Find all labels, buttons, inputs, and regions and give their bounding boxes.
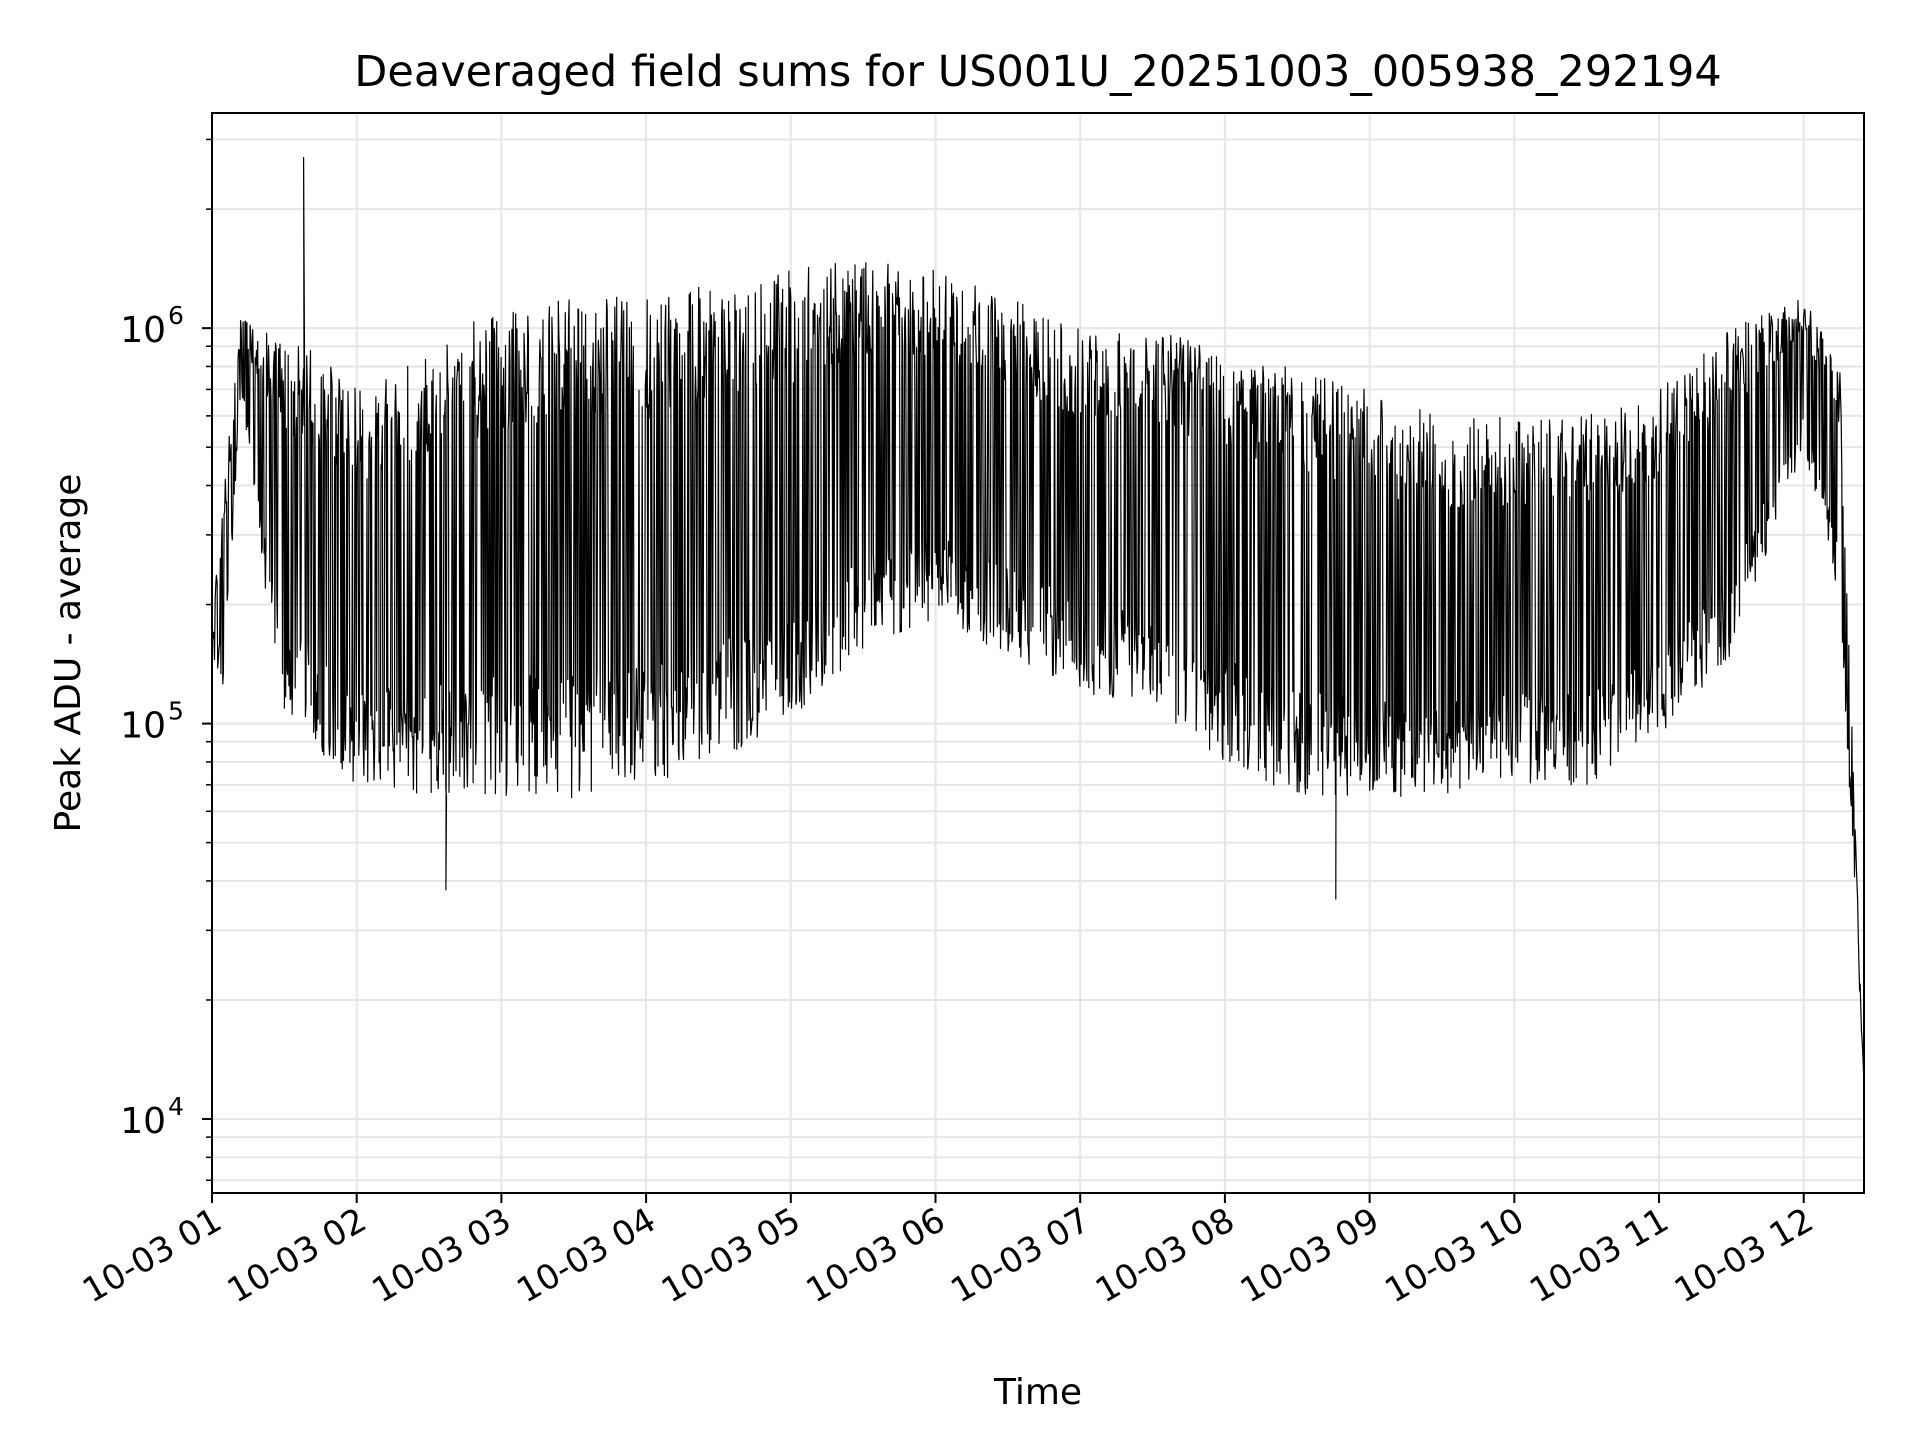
y-axis-label: Peak ADU - average	[48, 474, 89, 833]
y-tick-exponent: 6	[168, 301, 184, 330]
y-tick-exponent: 5	[168, 697, 184, 726]
plot-area	[211, 157, 1865, 1088]
data-series-line	[211, 157, 1865, 1088]
y-tick-label: 10	[120, 1101, 166, 1142]
y-tick-label: 10	[120, 310, 166, 351]
chart-title: Deaveraged field sums for US001U_2025100…	[354, 47, 1721, 97]
y-tick-exponent: 4	[168, 1092, 184, 1121]
x-axis-label: Time	[993, 1372, 1082, 1413]
y-tick-label: 10	[120, 706, 166, 747]
axes-frame	[211, 112, 1865, 1194]
grid-layer	[211, 113, 1864, 1193]
